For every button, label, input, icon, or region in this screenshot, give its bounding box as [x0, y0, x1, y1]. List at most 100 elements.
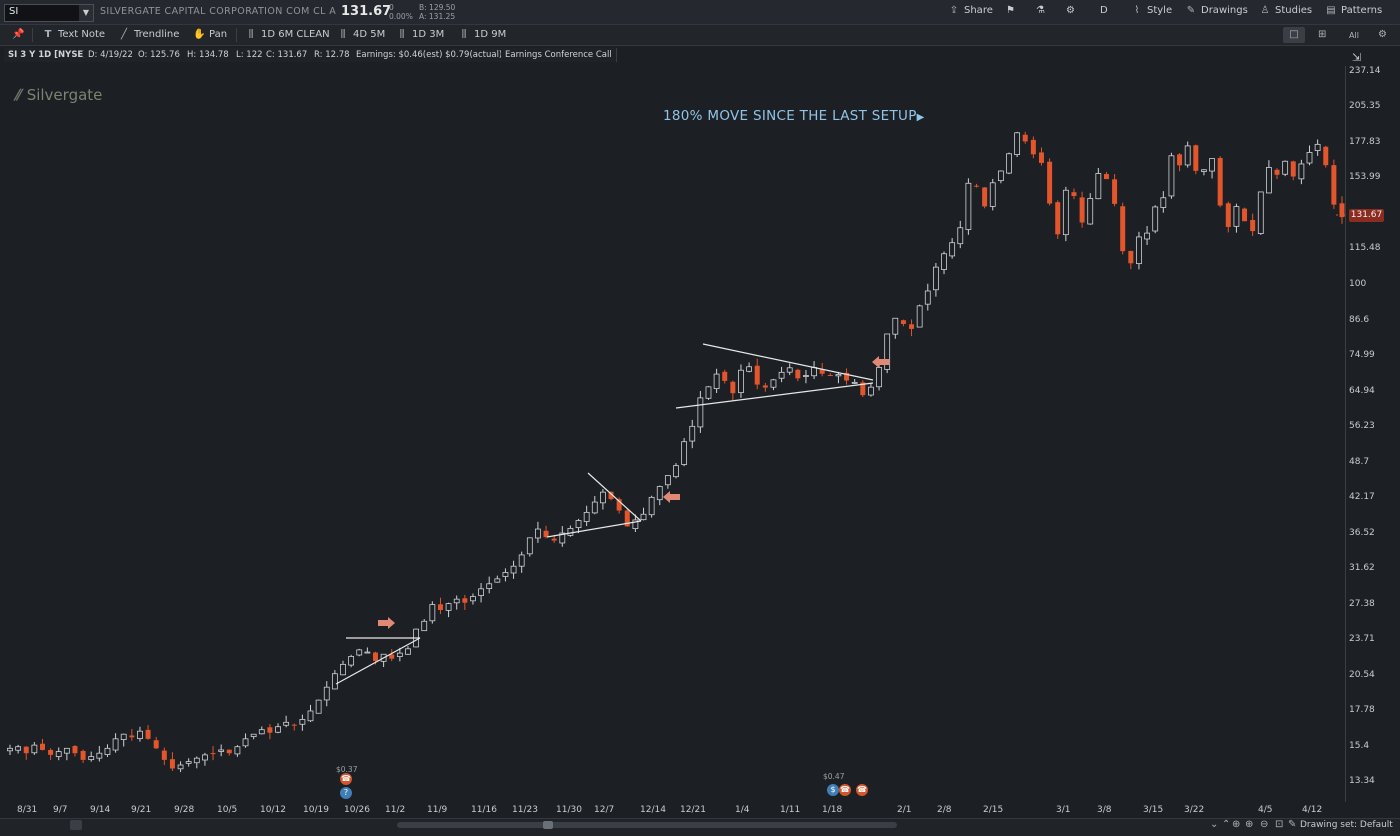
candle-body — [632, 519, 639, 529]
single-layout-icon[interactable]: □ — [1283, 27, 1305, 43]
candle-body — [348, 656, 355, 666]
candle-body — [1274, 169, 1280, 175]
candle-body — [120, 733, 127, 740]
candle-body — [697, 397, 704, 428]
style-label: Style — [1147, 5, 1173, 16]
style-button[interactable]: ⌇ Style — [1131, 5, 1173, 16]
company-name: SILVERGATE CAPITAL CORPORATION COM CL A — [100, 6, 337, 17]
chevron-down-icon[interactable]: ⌄ — [1210, 819, 1219, 830]
patterns-button[interactable]: ▤ Patterns — [1325, 5, 1382, 16]
pan-button[interactable]: ✋ Pan — [193, 29, 227, 40]
zoom-in-icon[interactable]: ⊕ — [1245, 819, 1254, 830]
pencil-small-icon[interactable]: ✎ — [1288, 819, 1297, 830]
studies-icon: ♙ — [1260, 5, 1270, 16]
candle-body — [1152, 206, 1159, 232]
candle-body — [713, 373, 720, 390]
preset-1d-6m-clean[interactable]: ⫼ 1D 6M CLEAN — [245, 29, 330, 40]
candle-body — [1062, 189, 1069, 236]
candle-body — [1022, 134, 1028, 142]
drawings-button[interactable]: ✎ Drawings — [1185, 5, 1248, 16]
date-tick-label: 3/8 — [1097, 805, 1112, 815]
fit-icon[interactable]: ⊡ — [1275, 819, 1284, 830]
trendline-icon: ╱ — [120, 29, 128, 40]
candle-body — [624, 510, 630, 527]
gear-icon[interactable]: ⚙ — [1066, 5, 1075, 16]
candle-body — [323, 686, 330, 701]
price-axis[interactable] — [1345, 66, 1400, 802]
date-tick-label: 9/14 — [90, 805, 111, 815]
price-tick-label: 237.14 — [1349, 65, 1381, 76]
candle-body — [250, 733, 257, 737]
crosshair-icon[interactable]: ⊕ — [1232, 819, 1241, 830]
candle-body — [535, 528, 541, 539]
share-button[interactable]: ⇪ Share — [948, 5, 993, 16]
earnings-icon[interactable]: ? — [340, 787, 352, 799]
studies-button[interactable]: ♙ Studies — [1259, 5, 1313, 16]
chart-canvas[interactable] — [0, 66, 1345, 802]
date-tick-label: 11/30 — [556, 805, 582, 815]
date-tick-label: 11/2 — [385, 805, 406, 815]
trendline[interactable] — [675, 382, 874, 409]
candle-body — [892, 317, 899, 335]
candle-body — [1209, 158, 1215, 172]
candle-body — [1112, 179, 1118, 204]
change-abs: 0 — [389, 3, 394, 12]
horizontal-scrollbar[interactable] — [397, 822, 897, 828]
info-event: Earnings Conference Call — [501, 48, 617, 62]
grid-layout-icon[interactable]: ⊞ — [1318, 29, 1327, 40]
drawings-label: Drawings — [1201, 5, 1248, 16]
candle-body — [770, 379, 777, 388]
price-tick-label: 48.7 — [1349, 456, 1370, 467]
period-button[interactable]: D — [1100, 5, 1108, 16]
zoom-out-icon[interactable]: ⊖ — [1260, 819, 1269, 830]
price-tick-label: 13.34 — [1349, 776, 1375, 787]
pin-icon[interactable]: 📌 — [12, 29, 25, 40]
axis-scale-icon[interactable]: ⇲ — [1352, 51, 1362, 64]
candle-body — [96, 752, 103, 759]
price-tick-label: 31.62 — [1349, 563, 1375, 574]
candle-body — [916, 305, 923, 328]
scrollbar-thumb[interactable] — [543, 821, 553, 829]
collapse-panel-icon[interactable] — [70, 820, 82, 830]
change-pct: 0.00% — [389, 12, 413, 21]
flask-icon[interactable]: ⚗ — [1036, 5, 1045, 16]
settings-gear-icon[interactable]: ⚙ — [1378, 29, 1387, 40]
text-note-button[interactable]: T Text Note — [42, 29, 106, 40]
trendline-button[interactable]: ╱ Trendline — [118, 29, 179, 40]
preset-4d-5m[interactable]: ⫼ 4D 5M — [337, 29, 386, 40]
trendline[interactable] — [702, 343, 874, 381]
flag-icon[interactable]: ⚑ — [1006, 5, 1015, 16]
candle-body — [673, 465, 679, 478]
candle-body — [470, 596, 476, 602]
candle-body — [754, 365, 760, 385]
symbol-input[interactable]: SI ▼ — [4, 4, 94, 22]
candle-body — [1160, 197, 1167, 208]
trendline[interactable] — [546, 520, 642, 538]
chevron-up-icon[interactable]: ⌃ — [1222, 819, 1231, 830]
earnings-icon[interactable]: $ — [827, 784, 839, 796]
candle-body — [267, 727, 273, 733]
earnings-call-icon[interactable]: ☎ — [340, 773, 352, 785]
earnings-call-icon[interactable]: ☎ — [856, 784, 868, 796]
all-button[interactable]: All — [1349, 31, 1359, 40]
candle-body — [1177, 154, 1183, 166]
trendline[interactable] — [335, 637, 421, 685]
trendline[interactable] — [587, 472, 642, 522]
candle-body — [778, 371, 785, 379]
candle-body — [202, 754, 208, 761]
chart-annotation[interactable]: 180% MOVE SINCE THE LAST SETUP▶ — [663, 108, 925, 124]
candle-body — [608, 491, 614, 500]
candle-body — [1136, 236, 1142, 265]
candle-body — [23, 746, 29, 754]
earnings-call-icon[interactable]: ☎ — [839, 784, 851, 796]
preset-1d-9m[interactable]: ⫼ 1D 9M — [458, 29, 507, 40]
candle-body — [997, 170, 1004, 182]
preset-1d-3m[interactable]: ⫼ 1D 3M — [396, 29, 445, 40]
candle-body — [648, 496, 655, 516]
candle-icon: ⫼ — [461, 29, 467, 40]
chart-info-bar: SI 3 Y 1D [NYSE] D: 4/19/22 O: 125.76 H:… — [0, 46, 1400, 66]
chevron-down-icon[interactable]: ▼ — [79, 5, 93, 21]
candle-body — [957, 227, 964, 245]
candle-body — [640, 513, 647, 521]
date-tick-label: 10/12 — [260, 805, 286, 815]
